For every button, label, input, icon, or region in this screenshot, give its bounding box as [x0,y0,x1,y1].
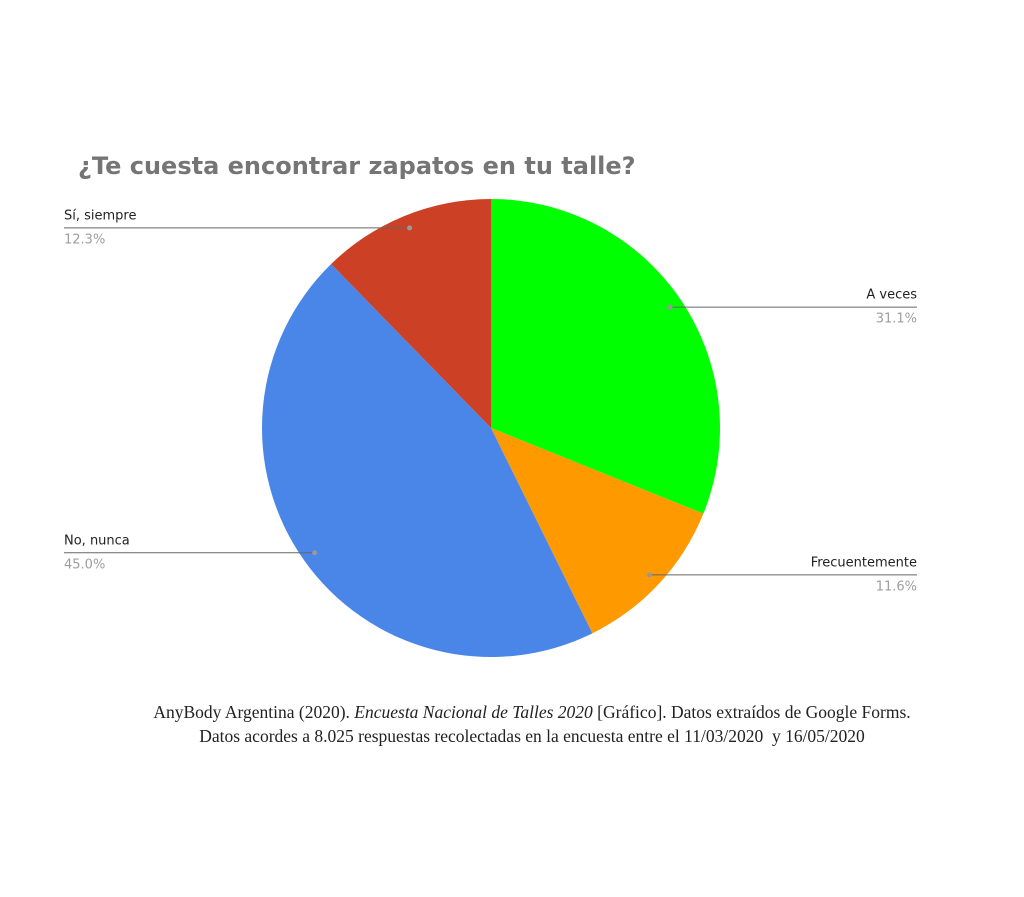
slice-value: 11.6% [876,579,917,594]
caption-work: Encuesta Nacional de Talles 2020 [354,702,593,722]
slice-label: Sí, siempre [64,208,136,223]
leader-dot [407,225,413,231]
chart-title: ¿Te cuesta encontrar zapatos en tu talle… [78,152,636,180]
slice-label: A veces [866,288,917,303]
leader-dot [667,304,673,310]
slice-value: 31.1% [876,312,917,327]
caption-note: Datos acordes a 8.025 respuestas recolec… [199,726,865,746]
caption-rest: [Gráfico]. Datos extraídos de Google For… [597,702,911,722]
pie-slice [331,199,491,428]
leader-dot [312,550,318,556]
caption-author: AnyBody Argentina (2020). [153,702,350,722]
slice-label: Frecuentemente [811,555,917,570]
caption-line: Datos acordes a 8.025 respuestas recolec… [0,726,1024,747]
slice-value: 45.0% [64,557,105,572]
leader-dot [646,572,652,578]
chart: ¿Te cuesta encontrar zapatos en tu talle… [64,152,917,658]
pie-slice [261,264,593,658]
slice-label: No, nunca [64,533,130,548]
caption-line: AnyBody Argentina (2020). Encuesta Nacio… [0,702,1024,723]
pie-slice [491,428,704,634]
slice-value: 12.3% [64,232,105,247]
pie-slice [491,199,720,514]
